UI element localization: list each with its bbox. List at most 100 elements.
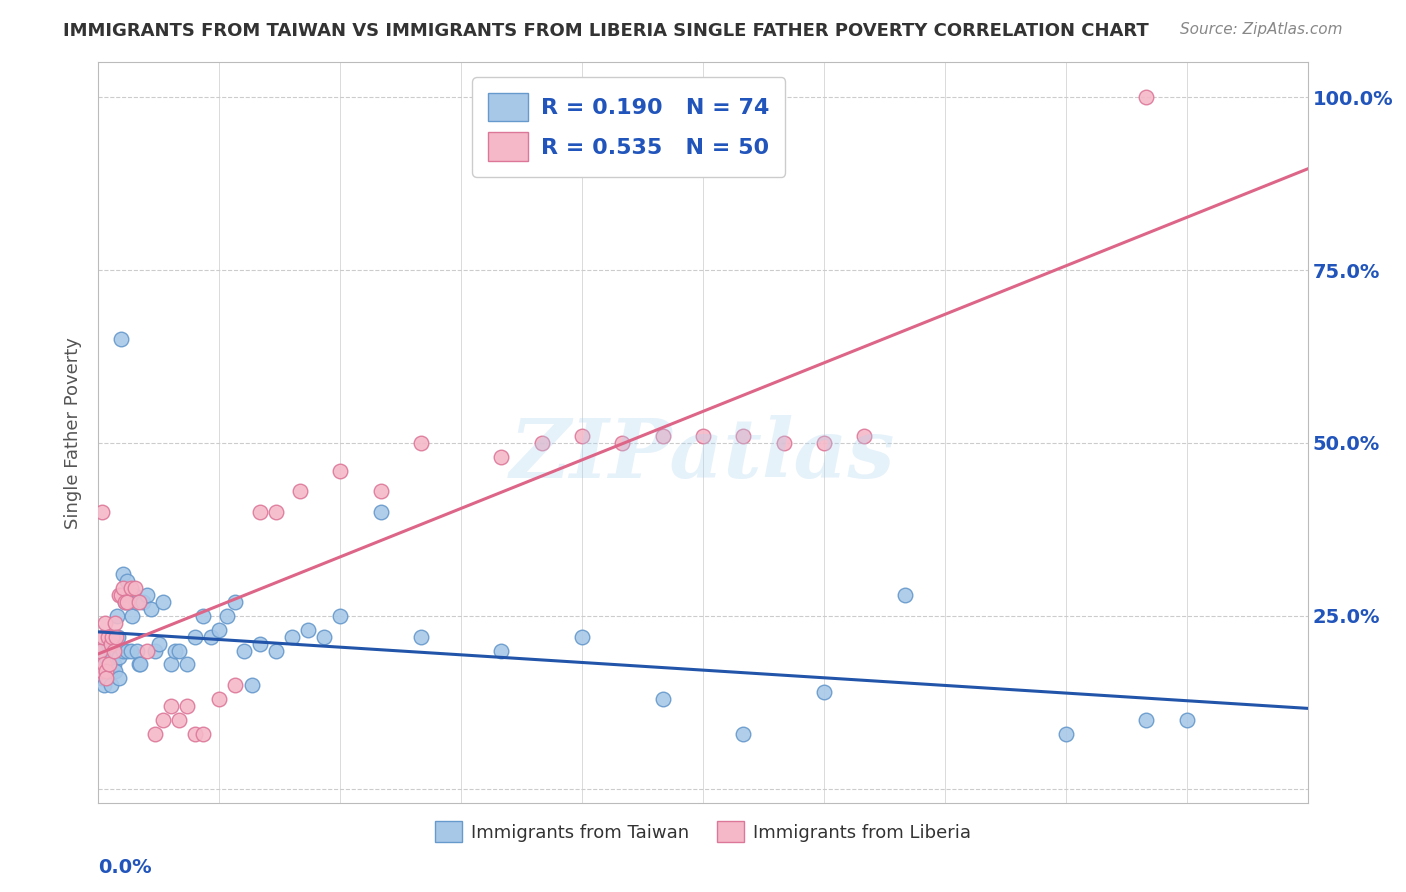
Point	[184, 726, 207, 740]
Point	[93, 678, 115, 692]
Point	[193, 609, 215, 624]
Point	[208, 692, 231, 706]
Point	[200, 630, 222, 644]
Point	[93, 657, 115, 672]
Point	[314, 630, 336, 644]
Point	[100, 643, 122, 657]
Point	[105, 643, 128, 657]
Point	[132, 595, 155, 609]
Point	[94, 665, 117, 679]
Point	[90, 665, 112, 679]
Point	[571, 630, 593, 644]
Point	[110, 588, 132, 602]
Point	[117, 643, 139, 657]
Point	[115, 574, 138, 589]
Point	[100, 678, 122, 692]
Point	[103, 615, 125, 630]
Point	[107, 630, 129, 644]
Point	[571, 429, 593, 443]
Text: 0.0%: 0.0%	[98, 858, 152, 878]
Point	[893, 588, 915, 602]
Point	[112, 588, 135, 602]
Point	[281, 630, 304, 644]
Point	[409, 630, 432, 644]
Point	[90, 650, 112, 665]
Point	[1135, 713, 1157, 727]
Text: IMMIGRANTS FROM TAIWAN VS IMMIGRANTS FROM LIBERIA SINGLE FATHER POVERTY CORRELAT: IMMIGRANTS FROM TAIWAN VS IMMIGRANTS FRO…	[63, 22, 1149, 40]
Point	[96, 650, 118, 665]
Point	[1135, 90, 1157, 104]
Point	[329, 609, 352, 624]
Point	[112, 567, 135, 582]
Point	[143, 643, 166, 657]
Point	[100, 637, 122, 651]
Point	[148, 637, 170, 651]
Point	[143, 726, 166, 740]
Point	[409, 436, 432, 450]
Point	[103, 665, 125, 679]
Point	[97, 637, 120, 651]
Y-axis label: Single Father Poverty: Single Father Poverty	[65, 336, 83, 529]
Point	[89, 643, 111, 657]
Point	[329, 464, 352, 478]
Point	[128, 657, 150, 672]
Point	[491, 643, 513, 657]
Point	[1054, 726, 1077, 740]
Point	[103, 657, 125, 672]
Point	[152, 713, 174, 727]
Point	[813, 685, 835, 699]
Point	[249, 637, 271, 651]
Point	[370, 505, 392, 519]
Point	[152, 595, 174, 609]
Point	[114, 595, 136, 609]
Point	[240, 678, 263, 692]
Point	[91, 630, 114, 644]
Point	[491, 450, 513, 464]
Point	[692, 429, 714, 443]
Point	[167, 713, 190, 727]
Point	[772, 436, 794, 450]
Point	[120, 582, 142, 596]
Point	[135, 588, 157, 602]
Point	[288, 484, 311, 499]
Point	[733, 429, 755, 443]
Point	[232, 643, 254, 657]
Point	[94, 657, 117, 672]
Point	[121, 609, 143, 624]
Point	[530, 436, 553, 450]
Point	[94, 615, 117, 630]
Point	[98, 665, 121, 679]
Point	[101, 630, 124, 644]
Point	[97, 630, 120, 644]
Point	[217, 609, 239, 624]
Point	[111, 582, 134, 596]
Point	[91, 505, 114, 519]
Point	[139, 602, 162, 616]
Point	[115, 595, 138, 609]
Point	[108, 671, 131, 685]
Point	[114, 595, 136, 609]
Point	[97, 657, 120, 672]
Point	[105, 609, 128, 624]
Point	[120, 643, 142, 657]
Point	[813, 436, 835, 450]
Point	[91, 671, 114, 685]
Point	[853, 429, 876, 443]
Legend: Immigrants from Taiwan, Immigrants from Liberia: Immigrants from Taiwan, Immigrants from …	[427, 814, 979, 849]
Point	[129, 657, 152, 672]
Point	[651, 692, 673, 706]
Point	[135, 643, 157, 657]
Point	[96, 671, 118, 685]
Point	[127, 643, 149, 657]
Point	[110, 332, 132, 346]
Point	[105, 630, 128, 644]
Point	[264, 643, 287, 657]
Point	[163, 643, 186, 657]
Point	[208, 623, 231, 637]
Point	[224, 678, 246, 692]
Point	[249, 505, 271, 519]
Point	[297, 623, 319, 637]
Point	[370, 484, 392, 499]
Point	[124, 582, 146, 596]
Point	[101, 650, 124, 665]
